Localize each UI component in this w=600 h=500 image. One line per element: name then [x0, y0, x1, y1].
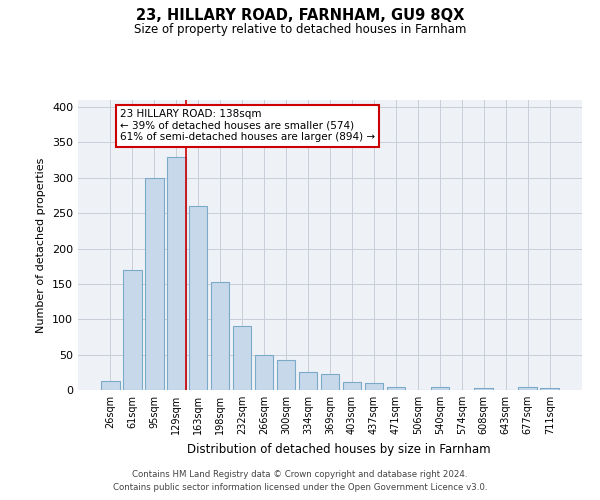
Text: Contains HM Land Registry data © Crown copyright and database right 2024.: Contains HM Land Registry data © Crown c…: [132, 470, 468, 479]
Text: 23 HILLARY ROAD: 138sqm
← 39% of detached houses are smaller (574)
61% of semi-d: 23 HILLARY ROAD: 138sqm ← 39% of detache…: [120, 109, 375, 142]
Bar: [431, 387, 449, 390]
Bar: [541, 388, 559, 390]
Bar: [518, 387, 537, 390]
Text: Distribution of detached houses by size in Farnham: Distribution of detached houses by size …: [187, 442, 491, 456]
Text: Size of property relative to detached houses in Farnham: Size of property relative to detached ho…: [134, 22, 466, 36]
Bar: [277, 360, 295, 390]
Bar: [101, 381, 119, 390]
Bar: [299, 372, 317, 390]
Bar: [320, 374, 340, 390]
Bar: [255, 354, 274, 390]
Text: 23, HILLARY ROAD, FARNHAM, GU9 8QX: 23, HILLARY ROAD, FARNHAM, GU9 8QX: [136, 8, 464, 22]
Y-axis label: Number of detached properties: Number of detached properties: [37, 158, 46, 332]
Bar: [386, 387, 405, 390]
Bar: [343, 382, 361, 390]
Bar: [475, 388, 493, 390]
Bar: [167, 156, 185, 390]
Bar: [211, 282, 229, 390]
Bar: [365, 383, 383, 390]
Bar: [145, 178, 164, 390]
Bar: [233, 326, 251, 390]
Text: Contains public sector information licensed under the Open Government Licence v3: Contains public sector information licen…: [113, 483, 487, 492]
Bar: [189, 206, 208, 390]
Bar: [123, 270, 142, 390]
